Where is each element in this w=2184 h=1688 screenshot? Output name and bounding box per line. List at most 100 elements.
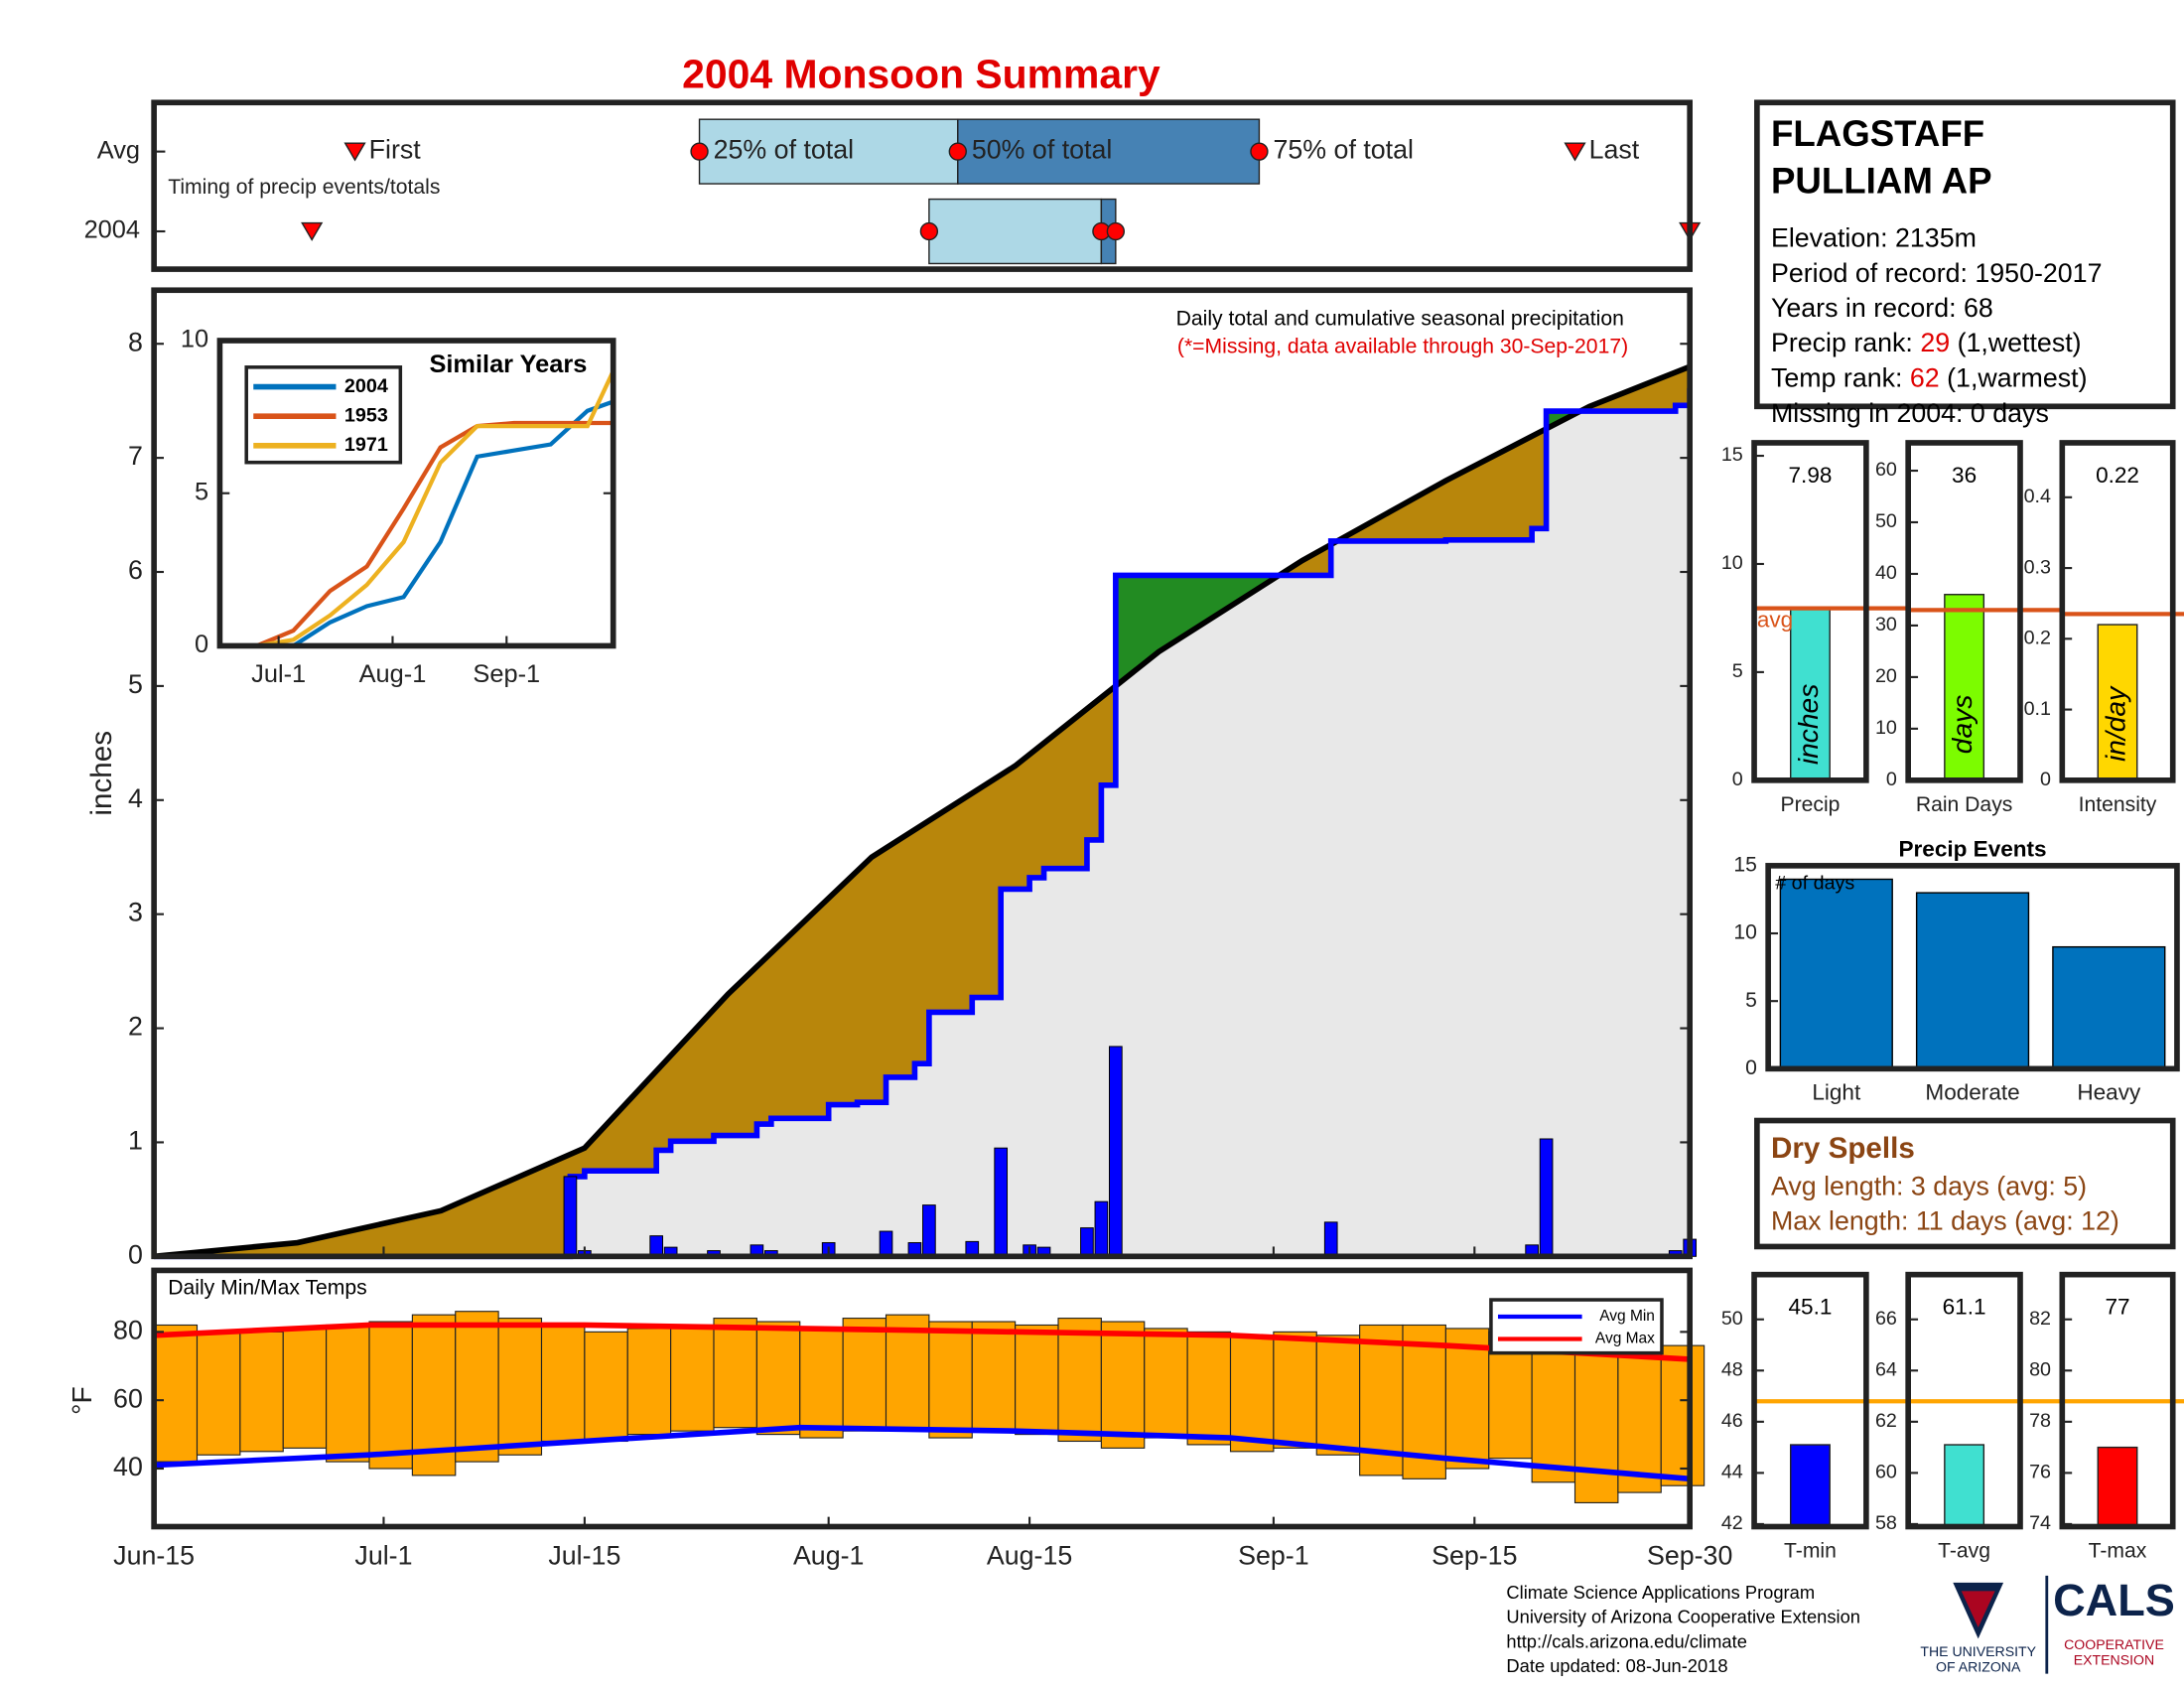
y-tick-label: 50 bbox=[1875, 510, 1897, 532]
value-label: 36 bbox=[1952, 463, 1977, 488]
rank-label: Precip rank: bbox=[1771, 328, 1913, 357]
x-tick-label: Jul-15 bbox=[548, 1541, 620, 1571]
quartile-box bbox=[928, 198, 1103, 265]
y-tick-label: 0 bbox=[1886, 769, 1897, 790]
marker-label: 25% of total bbox=[714, 135, 854, 165]
y-tick-label: 5 bbox=[1732, 660, 1743, 682]
y-tick-label: 10 bbox=[181, 326, 208, 353]
rank-note: (1,wettest) bbox=[1958, 328, 2082, 357]
temp-bar bbox=[1015, 1324, 1059, 1436]
event-marker bbox=[1564, 142, 1586, 162]
row-label: 2004 bbox=[84, 216, 140, 244]
y-tick-label: 0 bbox=[2040, 769, 2051, 790]
logo-a-inner bbox=[1961, 1591, 1995, 1628]
legend-label: Avg Max bbox=[1595, 1331, 1655, 1347]
y-tick-label: 0 bbox=[1745, 1056, 1757, 1079]
temp-bar bbox=[497, 1318, 543, 1456]
daily-bar bbox=[1080, 1227, 1094, 1257]
dry-spells-line: Avg length: 3 days (avg: 5) bbox=[1771, 1171, 2087, 1200]
station-info: Period of record: 1950-2017 bbox=[1771, 258, 2103, 288]
y-tick-label: 5 bbox=[1745, 989, 1757, 1012]
y-tick-label: 64 bbox=[1875, 1359, 1897, 1381]
temp-bar bbox=[1315, 1335, 1361, 1456]
legend-label: 2004 bbox=[344, 375, 388, 397]
daily-bar bbox=[879, 1230, 893, 1257]
unit-label: inches bbox=[1792, 684, 1824, 765]
x-tick-label: Light bbox=[1812, 1080, 1861, 1105]
temp-bar bbox=[842, 1318, 887, 1432]
y-tick-label: 0 bbox=[128, 1239, 143, 1269]
y-tick-label: 62 bbox=[1875, 1410, 1897, 1432]
x-tick-label: Aug-1 bbox=[793, 1541, 864, 1571]
temp-bar bbox=[282, 1328, 328, 1449]
daily-bar bbox=[1094, 1200, 1109, 1257]
category-label: T-max bbox=[2089, 1539, 2147, 1562]
marker-label: 50% of total bbox=[972, 135, 1112, 165]
y-tick-label: 6 bbox=[128, 555, 143, 585]
bar bbox=[1944, 1444, 1985, 1528]
y-tick-label: 0.2 bbox=[2024, 628, 2051, 649]
summary-frame bbox=[2059, 1271, 2176, 1530]
temps-frame bbox=[151, 1267, 1693, 1530]
y-tick-label: 66 bbox=[1875, 1308, 1897, 1330]
legend-label: 1971 bbox=[344, 434, 388, 456]
base-area bbox=[154, 388, 1691, 1257]
temp-bar bbox=[1144, 1328, 1188, 1439]
value-label: 45.1 bbox=[1789, 1294, 1833, 1319]
temp-bar bbox=[1573, 1348, 1619, 1503]
y-tick-label: 40 bbox=[1875, 562, 1897, 584]
total-marker bbox=[919, 221, 939, 241]
y-tick-label: 0.1 bbox=[2024, 698, 2051, 720]
footer-line: Date updated: 08-Jun-2018 bbox=[1506, 1655, 1727, 1676]
category-label: T-avg bbox=[1938, 1539, 1990, 1562]
daily-bar bbox=[563, 1176, 578, 1257]
y-tick-label: 0.3 bbox=[2024, 556, 2051, 578]
temp-bar bbox=[368, 1321, 413, 1470]
y-tick-label: 10 bbox=[1721, 552, 1743, 574]
temp-bar bbox=[670, 1324, 715, 1432]
cumulative-line bbox=[154, 388, 1694, 1260]
temp-bar bbox=[928, 1321, 973, 1439]
logo-text: OF ARIZONA bbox=[1936, 1659, 2021, 1675]
y-tick-label: 42 bbox=[1721, 1512, 1743, 1534]
station-info: Years in record: 68 bbox=[1771, 293, 1993, 323]
y-tick-label: 20 bbox=[1875, 665, 1897, 687]
y-tick-label: 46 bbox=[1721, 1410, 1743, 1432]
temp-bar bbox=[1617, 1351, 1662, 1493]
marker-label: Last bbox=[1589, 135, 1640, 165]
y-tick-label: 2 bbox=[128, 1012, 143, 1042]
y-tick-label: 80 bbox=[2029, 1359, 2051, 1381]
temp-bar bbox=[1229, 1335, 1275, 1453]
bar bbox=[2052, 945, 2166, 1070]
rank-note: (1,warmest) bbox=[1947, 363, 2087, 393]
temp-bar bbox=[1057, 1318, 1102, 1443]
y-axis-label: inches bbox=[85, 731, 118, 816]
chart-title: Daily Min/Max Temps bbox=[168, 1276, 367, 1299]
bar bbox=[2097, 1446, 2138, 1528]
station-info: Elevation: 2135m bbox=[1771, 223, 1977, 253]
station-name: PULLIAM AP bbox=[1771, 161, 1992, 202]
bar bbox=[1790, 1444, 1831, 1528]
series-line bbox=[219, 420, 614, 648]
daily-bar bbox=[994, 1147, 1009, 1257]
marker-label: First bbox=[369, 135, 422, 165]
x-tick-label: Sep-30 bbox=[1647, 1541, 1732, 1571]
y-tick-label: 80 bbox=[113, 1315, 143, 1344]
y-tick-label: 3 bbox=[128, 898, 143, 927]
legend-box bbox=[1489, 1298, 1664, 1355]
footer-line: University of Arizona Cooperative Extens… bbox=[1506, 1607, 1860, 1627]
y-tick-label: 44 bbox=[1721, 1462, 1743, 1483]
x-tick-label: Jul-1 bbox=[354, 1541, 412, 1571]
chart-title: Precip Events bbox=[1898, 836, 2046, 861]
legend-label: Avg Min bbox=[1599, 1308, 1655, 1325]
station-name: FLAGSTAFF bbox=[1771, 113, 1984, 154]
footer-line: http://cals.arizona.edu/climate bbox=[1506, 1630, 1746, 1651]
average-line bbox=[153, 363, 1692, 1260]
unit-label: days bbox=[1946, 695, 1978, 755]
x-tick-label: Jun-15 bbox=[113, 1541, 195, 1571]
total-marker bbox=[1106, 221, 1126, 241]
y-tick-label: 15 bbox=[1733, 853, 1757, 876]
timing-frame bbox=[151, 99, 1693, 272]
total-marker bbox=[1250, 142, 1269, 161]
